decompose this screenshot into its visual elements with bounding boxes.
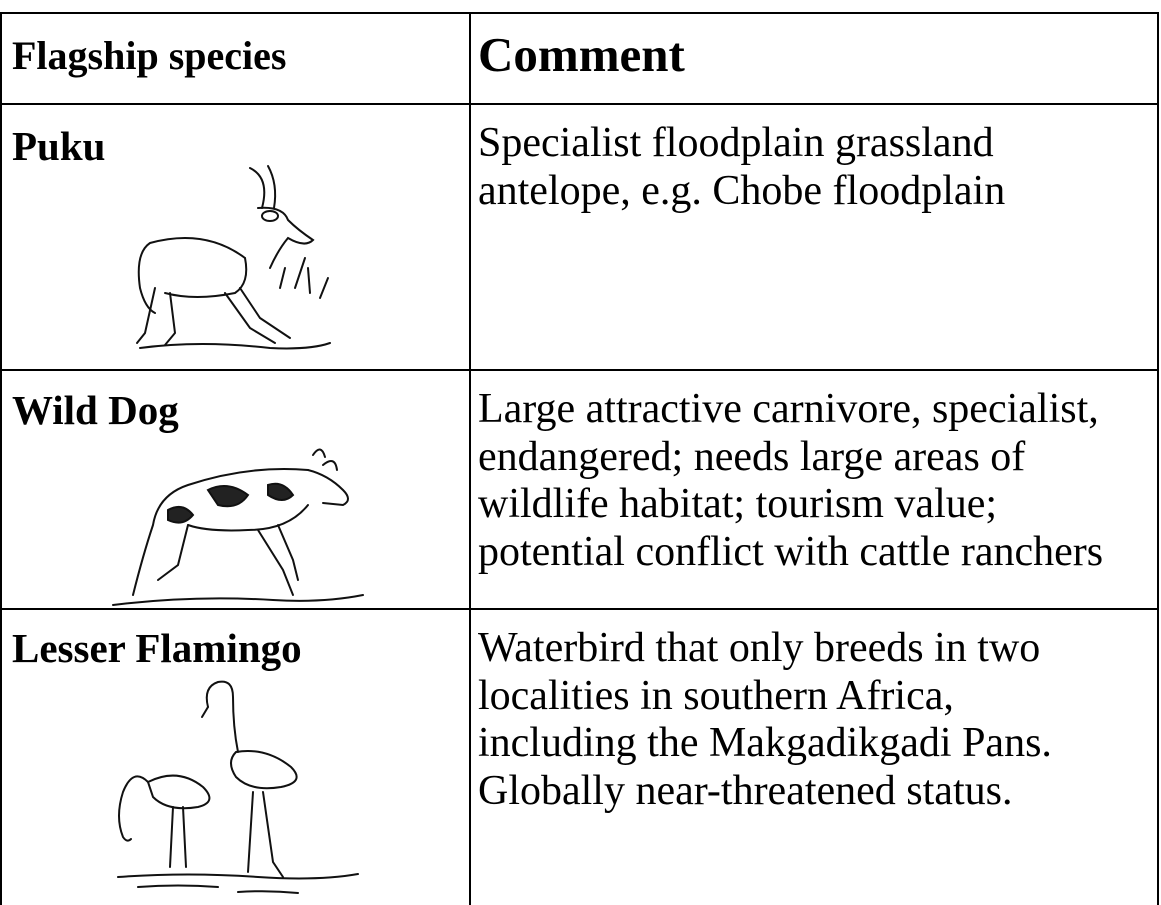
comment: Waterbird that only breeds in two localit… [478,625,1052,815]
table-border [469,12,471,905]
table-border [0,12,1159,14]
comment-line: potential conflict with cattle ranchers [478,528,1104,575]
species-name: Lesser Flamingo [12,625,302,671]
comment-line: endangered; needs large areas of [478,433,1026,480]
comment: Large attractive carnivore, specialist, e… [478,386,1103,576]
comment-line: Waterbird that only breeds in two [478,625,1041,671]
wild-dog-illustration [112,448,364,606]
puku-illustration [136,165,331,350]
species-name: Puku [12,123,106,169]
comment-line: wildlife habitat; tourism value; [478,481,998,527]
comment-line: Specialist floodplain grassland [478,120,994,166]
comment-line: Large attractive carnivore, specialist, [478,386,1099,432]
header-cell: Flagship species [12,33,287,78]
comment: Specialist floodplain grassland antelope,… [478,120,1005,215]
table-border [1157,12,1159,905]
table-border [0,369,1159,371]
flamingo-illustration [117,680,359,894]
table-border [0,608,1159,610]
header-cell: Comment [478,27,685,82]
comment-line: including the Makgadikgadi Pans. [478,720,1052,766]
comment-line: Globally near-threatened status. [478,767,1013,814]
comment-line: antelope, e.g. Chobe floodplain [478,167,1006,214]
table-border [0,12,2,905]
table-border [0,103,1159,105]
comment-line: localities in southern Africa, [478,672,954,719]
species-name: Wild Dog [12,387,179,433]
